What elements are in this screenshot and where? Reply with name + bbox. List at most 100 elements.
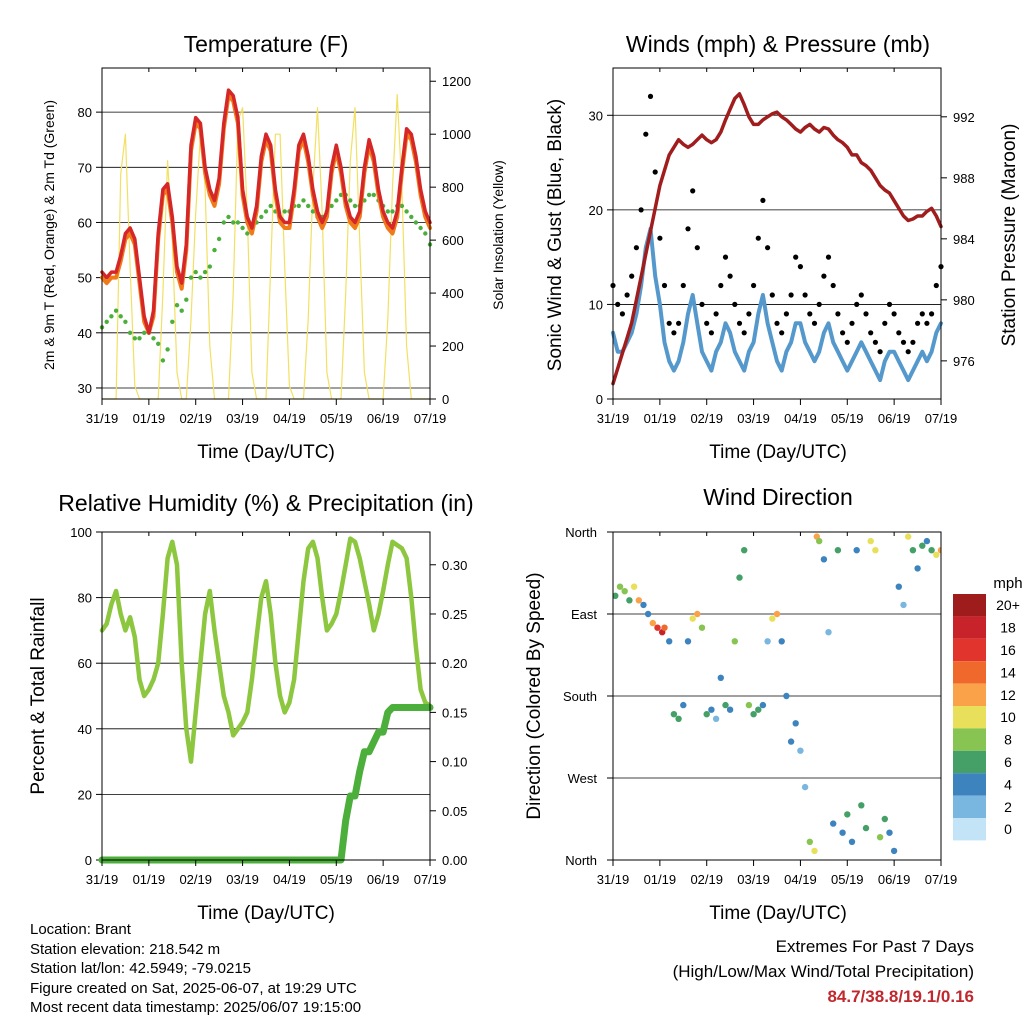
direction-point	[717, 674, 724, 681]
gust-point	[765, 245, 771, 251]
gust-point	[910, 339, 916, 345]
extremes-subheading: (High/Low/Max Wind/Total Precipitation)	[672, 962, 974, 981]
direction-point	[750, 711, 757, 718]
humidity-ytick-label: 20	[78, 787, 92, 802]
humidity-xtick-label: 05/19	[320, 872, 353, 887]
dewpoint-point	[188, 275, 194, 280]
gust-point	[840, 330, 846, 336]
dewpoint-point	[221, 220, 226, 225]
gust-point	[680, 282, 686, 289]
direction-point	[801, 783, 809, 791]
direction-point	[616, 583, 624, 590]
gust-point	[713, 311, 719, 317]
direction-frame	[612, 531, 942, 861]
direction-point	[872, 547, 879, 554]
gust-point	[624, 292, 630, 298]
temperature-xtick-label: 31/19	[86, 411, 119, 426]
dewpoint-point	[137, 336, 142, 341]
direction-point	[666, 638, 673, 645]
direction-point	[644, 610, 652, 618]
humidity-xtick-label: 31/19	[86, 872, 119, 887]
direction-point	[745, 701, 753, 709]
legend-label: 0	[1004, 821, 1012, 837]
direction-point	[778, 638, 785, 645]
dewpoint-point	[193, 269, 198, 275]
direction-ytick-label: West	[568, 771, 598, 786]
gust-point	[732, 301, 738, 307]
direction-point	[909, 547, 917, 554]
winds-xtick-label: 02/19	[690, 411, 723, 426]
dewpoint-point	[404, 209, 409, 214]
gust-point	[694, 245, 700, 251]
winds-xlabel: Time (Day/UTC)	[709, 442, 847, 463]
temperature-xtick-label: 04/19	[273, 411, 306, 426]
temperature-ytick-right-label: 1200	[442, 74, 471, 89]
gust-point	[900, 339, 907, 345]
gust-point	[835, 311, 841, 317]
gust-point	[797, 264, 804, 270]
direction-point	[698, 624, 706, 631]
gust-point	[704, 320, 710, 326]
direction-xtick-label: 05/19	[831, 872, 864, 887]
direction-point	[703, 711, 710, 718]
gust-point	[807, 311, 813, 317]
extremes-values: 84.7/38.8/19.1/0.16	[827, 987, 974, 1006]
direction-point	[736, 574, 743, 581]
dewpoint-point	[165, 347, 170, 352]
temperature-ytick-right-label: 200	[442, 339, 464, 354]
dewpoint-point	[142, 330, 147, 335]
gust-point	[882, 320, 888, 326]
gust-point	[619, 311, 626, 317]
legend-label: 18	[1000, 620, 1016, 636]
direction-xtick-label: 02/19	[690, 872, 723, 887]
dewpoint-point	[390, 209, 395, 214]
direction-point	[895, 583, 902, 590]
direction-point	[834, 547, 842, 554]
temp-2m-line	[100, 88, 432, 335]
direction-xtick-label: 31/19	[597, 872, 630, 887]
direction-xlabel: Time (Day/UTC)	[709, 903, 847, 924]
direction-point	[694, 610, 701, 618]
direction-point	[848, 838, 856, 845]
legend-label: 8	[1004, 732, 1012, 748]
direction-point	[787, 738, 795, 745]
gust-point	[652, 169, 658, 175]
dewpoint-point	[334, 198, 339, 203]
direction-point	[881, 815, 888, 823]
dewpoint-point	[202, 269, 208, 275]
humidity-xtick-label: 01/19	[133, 872, 166, 887]
gust-point	[854, 301, 860, 307]
gust-point	[929, 311, 935, 317]
direction-ytick-label: North	[565, 853, 597, 868]
direction-point	[769, 615, 776, 622]
direction-point	[613, 592, 619, 599]
humidity-ytick-right-label: 0.10	[442, 755, 467, 770]
direction-point	[640, 601, 647, 609]
gust-point	[718, 282, 724, 289]
temperature-ytick-right-label: 400	[442, 286, 464, 301]
temp-9m-line	[100, 93, 432, 335]
dewpoint-point	[409, 214, 414, 220]
gust-point	[811, 320, 818, 326]
temperature-xlabel: Time (Day/UTC)	[197, 442, 335, 463]
legend-label: 4	[1004, 776, 1012, 792]
dewpoint-point	[151, 336, 156, 341]
direction-point	[816, 537, 823, 545]
gust-point	[699, 301, 705, 307]
direction-point	[661, 624, 668, 631]
gust-point	[830, 282, 836, 289]
winds-ytick-right-label: 992	[953, 110, 975, 125]
legend-swatch	[953, 683, 986, 706]
humidity-xtick-label: 06/19	[367, 872, 400, 887]
temperature-ytick-right-label: 600	[442, 233, 464, 248]
gust-point	[919, 311, 925, 317]
dewpoint-point	[123, 319, 128, 324]
winds-ytick-right-label: 988	[953, 171, 975, 186]
gust-point	[924, 320, 930, 326]
temperature-xtick-label: 01/19	[133, 411, 166, 426]
temperature-xtick-label: 06/19	[367, 411, 400, 426]
legend-swatch	[953, 818, 986, 841]
direction-point	[764, 638, 771, 645]
extremes-box: Extremes For Past 7 Days (High/Low/Max W…	[673, 934, 974, 1009]
gust-point	[868, 330, 874, 336]
